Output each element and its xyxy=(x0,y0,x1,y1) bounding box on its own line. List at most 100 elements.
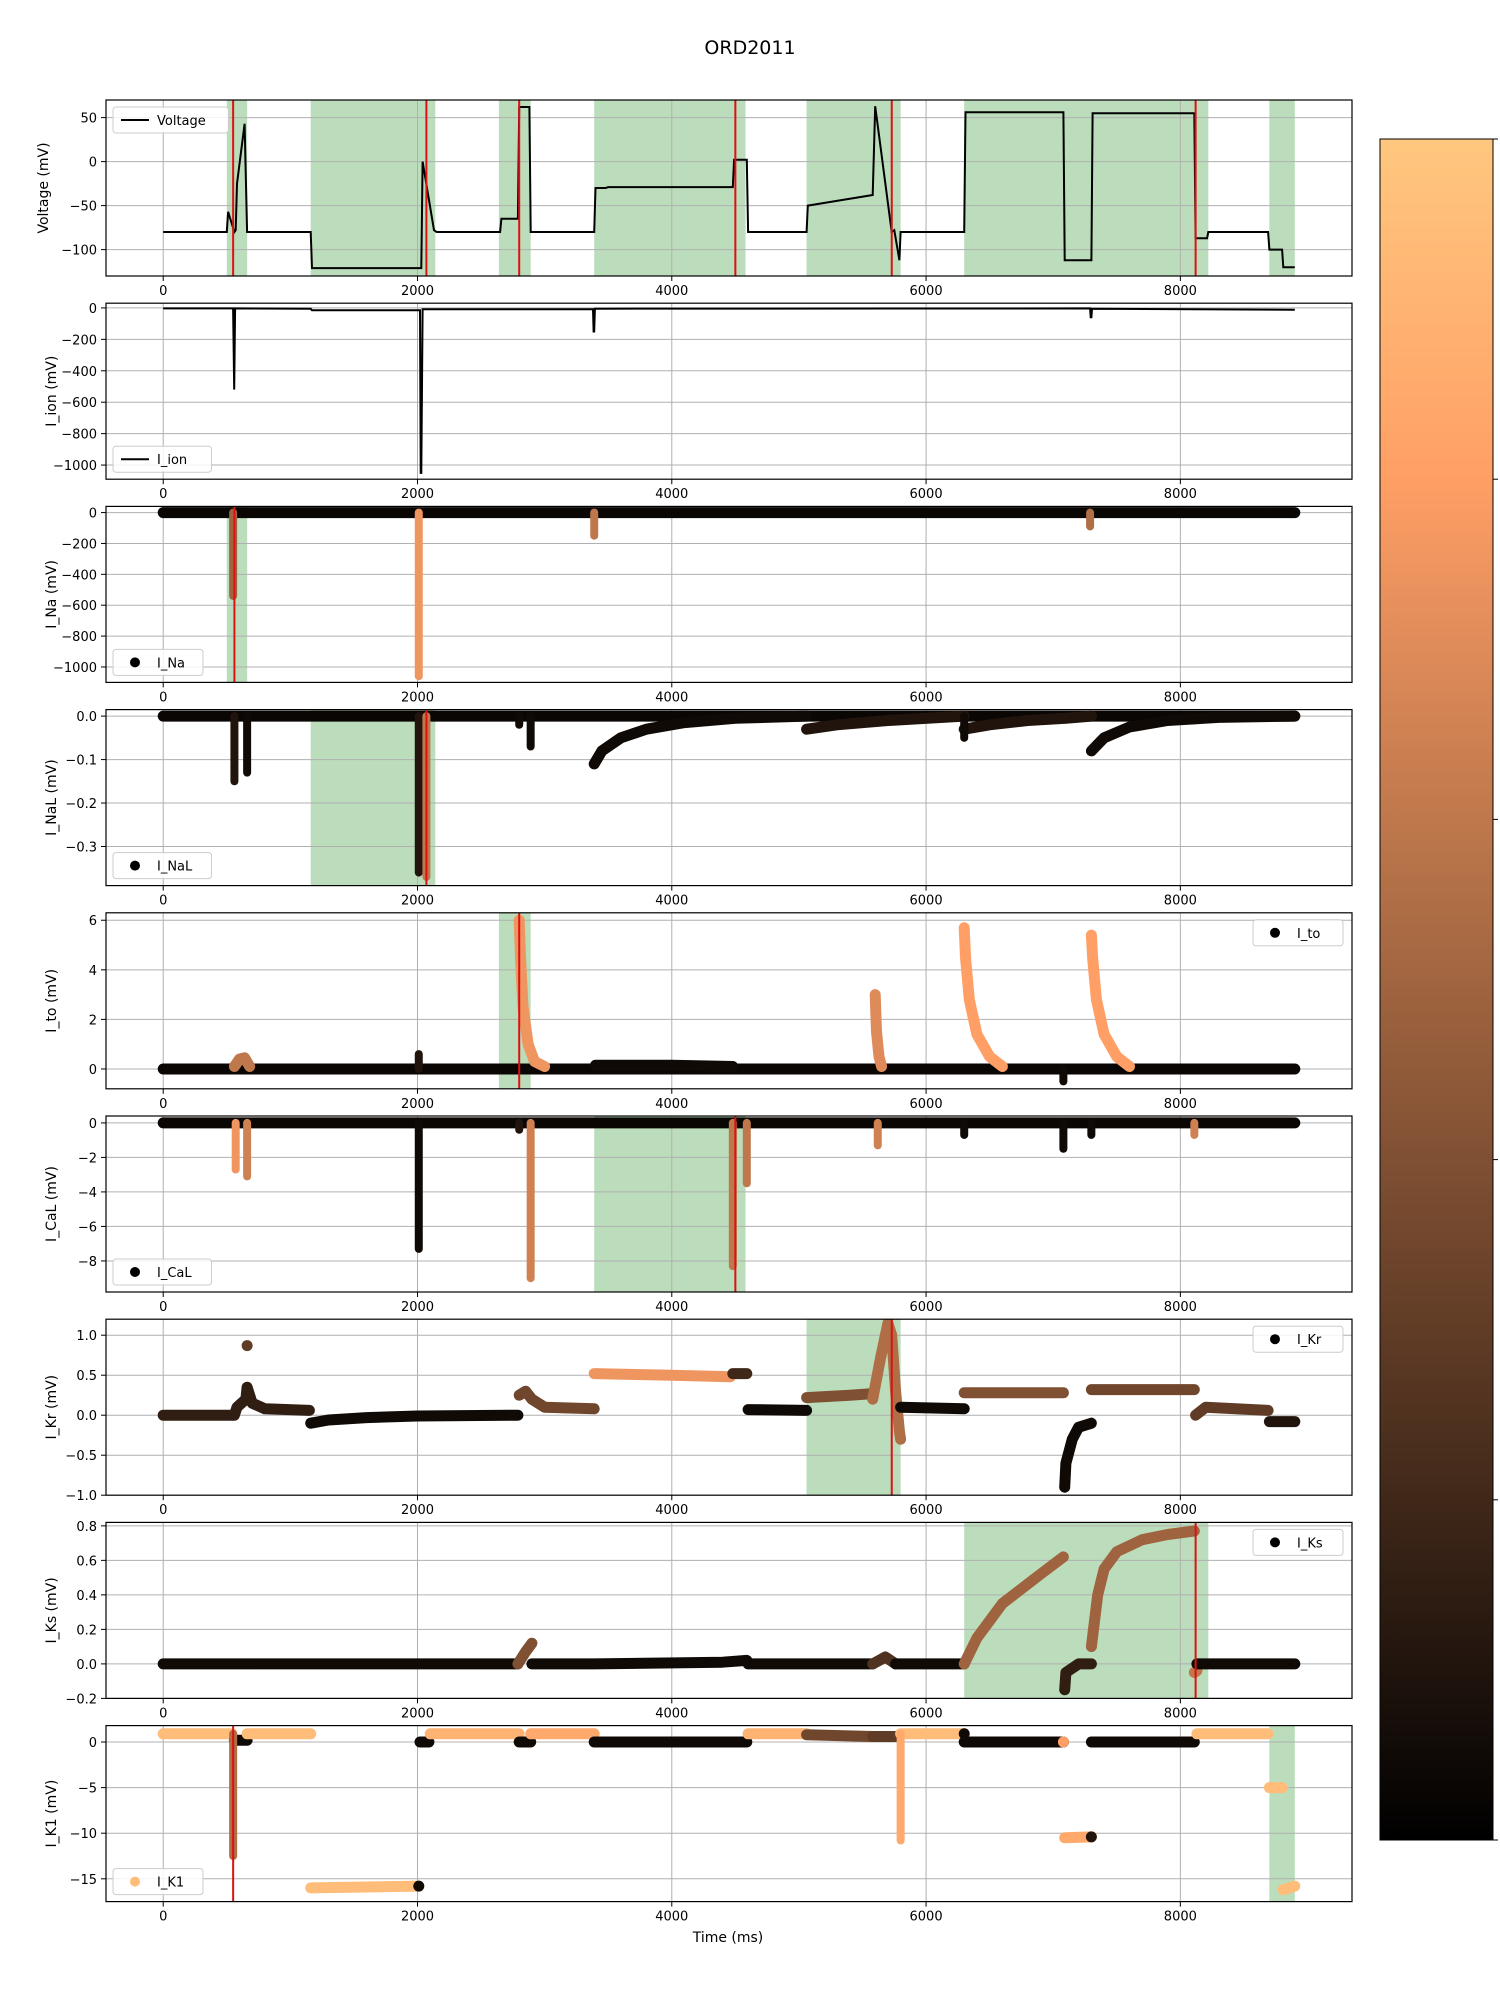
scatter-trace xyxy=(1059,1658,1097,1696)
subplot-8: 0 2000 4000 6000 8000 0 −5 −10 −15 I_K1 (mV) I_K1 xyxy=(44,1724,1353,1925)
legend-box xyxy=(112,1868,204,1896)
x-tick-label: 6000 xyxy=(910,690,943,705)
shaded-region xyxy=(498,100,531,276)
y-axis-label: I_ion (mV) xyxy=(44,356,60,427)
legend: Voltage xyxy=(112,106,229,134)
scatter-point xyxy=(241,1340,253,1352)
x-tick-label: 4000 xyxy=(655,1300,688,1315)
scatter-point xyxy=(958,1728,970,1740)
y-axis-label: I_Ks (mV) xyxy=(44,1577,60,1643)
scatter-trace xyxy=(305,1409,524,1429)
scatter-trace xyxy=(590,1059,739,1072)
axes-frame xyxy=(105,505,1353,683)
x-tick-label: 6000 xyxy=(910,1503,943,1518)
scatter-trace xyxy=(801,710,970,735)
plot-area xyxy=(106,100,1352,276)
x-tick-label: 0 xyxy=(159,1910,167,1925)
y-tick-label: 1.0 xyxy=(76,1329,97,1344)
y-tick-label: 0.0 xyxy=(76,710,97,725)
legend-box xyxy=(1252,919,1344,947)
legend-label: I_Ks xyxy=(1297,1536,1323,1551)
legend: I_to xyxy=(1252,919,1344,947)
subplot-0: 0 2000 4000 6000 8000 50 0 −50 −100 Voltage (mV) V… xyxy=(36,99,1353,299)
scatter-trace xyxy=(742,1404,813,1416)
legend-marker xyxy=(1270,1537,1280,1548)
legend-box xyxy=(112,445,212,473)
scatter-trace xyxy=(1085,1525,1200,1653)
x-tick-label: 4000 xyxy=(655,1097,688,1112)
y-axis-label: I_K1 (mV) xyxy=(44,1780,60,1848)
scatter-trace xyxy=(801,1388,879,1404)
x-tick-label: 4000 xyxy=(655,894,688,909)
y-tick-label: −400 xyxy=(61,365,97,380)
plot-area xyxy=(106,1725,1352,1902)
scatter-trace xyxy=(801,1729,879,1742)
x-tick-label: 0 xyxy=(159,487,167,502)
axes-frame xyxy=(105,1115,1353,1293)
scatter-trace xyxy=(513,914,551,1072)
legend-label: I_Kr xyxy=(1297,1333,1322,1348)
x-tick-label: 4000 xyxy=(655,690,688,705)
scatter-trace xyxy=(1085,929,1135,1072)
x-tick-label: 8000 xyxy=(1164,1097,1197,1112)
y-tick-label: 0 xyxy=(89,1063,97,1078)
y-axis-label: I_CaL (mV) xyxy=(44,1166,60,1242)
scatter-trace xyxy=(157,1381,315,1421)
subplot-7: 0 2000 4000 6000 8000 0.8 0.6 0.4 0.2 0.0 −0.2 I_Ks… xyxy=(44,1520,1353,1721)
scatter-trace xyxy=(305,1880,425,1894)
y-tick-label: −600 xyxy=(61,599,97,614)
x-tick-label: 2000 xyxy=(401,284,434,299)
x-axis-label: Time (ms) xyxy=(692,1930,764,1946)
y-tick-label: −0.5 xyxy=(65,1449,97,1464)
x-tick-label: 4000 xyxy=(655,284,688,299)
x-tick-label: 0 xyxy=(159,1300,167,1315)
series-line xyxy=(163,106,1295,270)
legend: I_ion xyxy=(112,445,212,473)
y-tick-label: 2 xyxy=(89,1013,97,1028)
y-tick-label: −100 xyxy=(61,244,97,259)
y-axis-label: I_Na (mV) xyxy=(44,560,60,629)
shaded-region xyxy=(964,100,1209,276)
colorbar: 0.00.20.40.60.81.0 xyxy=(1379,138,1498,1841)
shaded-region xyxy=(1269,1725,1295,1902)
y-tick-label: −1000 xyxy=(53,459,97,474)
y-axis-label: I_to (mV) xyxy=(44,969,60,1033)
chart-title: ORD2011 xyxy=(704,37,795,59)
x-tick-label: 6000 xyxy=(910,487,943,502)
y-tick-label: 0 xyxy=(89,507,97,522)
legend-label: Voltage xyxy=(157,114,206,129)
plot-area xyxy=(106,303,1352,480)
subplot-6: 0 2000 4000 6000 8000 1.0 0.5 0.0 −0.5 −1.0 I_Kr (… xyxy=(44,1318,1353,1518)
x-tick-label: 0 xyxy=(159,1503,167,1518)
x-tick-label: 8000 xyxy=(1164,1300,1197,1315)
y-tick-label: 0.4 xyxy=(76,1589,97,1604)
legend-label: I_K1 xyxy=(157,1876,184,1891)
scatter-trace xyxy=(958,710,1097,735)
x-tick-label: 0 xyxy=(159,284,167,299)
x-tick-label: 2000 xyxy=(401,1097,434,1112)
scatter-trace xyxy=(1059,1417,1097,1493)
axes-frame xyxy=(105,99,1353,277)
series-line xyxy=(163,307,1295,474)
legend: I_Kr xyxy=(1252,1325,1344,1353)
legend-box xyxy=(1252,1528,1344,1556)
scatter-trace xyxy=(1277,1880,1301,1896)
legend-label: I_CaL xyxy=(157,1266,192,1281)
x-tick-label: 8000 xyxy=(1164,487,1197,502)
y-tick-label: −15 xyxy=(70,1873,97,1888)
y-tick-label: 4 xyxy=(89,964,97,979)
scatter-point xyxy=(1085,1831,1097,1843)
x-tick-label: 2000 xyxy=(401,894,434,909)
x-tick-label: 0 xyxy=(159,894,167,909)
scatter-trace xyxy=(1085,710,1301,757)
y-axis-label: I_Kr (mV) xyxy=(44,1375,60,1440)
y-tick-label: −600 xyxy=(61,396,97,411)
plot-area xyxy=(106,1522,1352,1699)
y-axis-label: Voltage (mV) xyxy=(36,142,52,233)
legend-label: I_Na xyxy=(157,656,185,671)
scatter-trace xyxy=(513,1385,600,1415)
subplot-2: 0 2000 4000 6000 8000 0 −200 −400 −600 −800 −1000 I… xyxy=(44,505,1353,705)
y-tick-label: −50 xyxy=(70,200,97,215)
scatter-trace xyxy=(869,989,888,1072)
